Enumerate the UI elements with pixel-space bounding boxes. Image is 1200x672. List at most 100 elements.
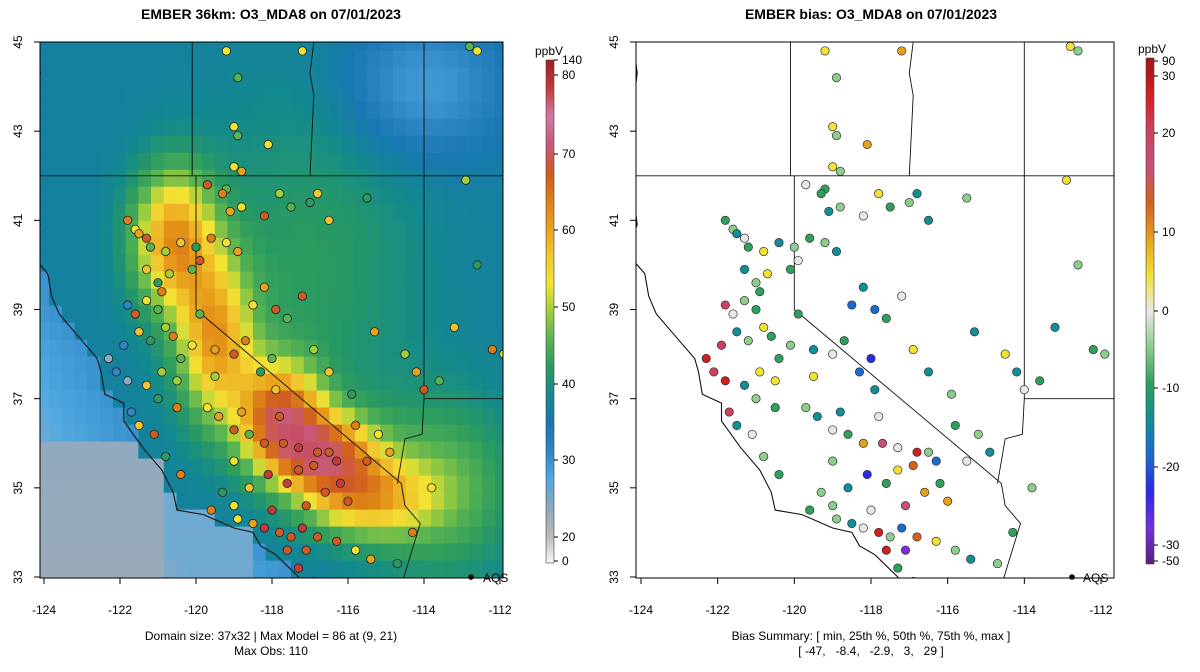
model-cell — [380, 203, 394, 221]
model-cell — [291, 475, 305, 493]
model-cell — [49, 441, 63, 459]
model-cell — [354, 492, 369, 510]
model-cell — [443, 441, 458, 459]
model-cell — [443, 373, 458, 391]
obs-site — [434, 376, 444, 386]
aqs-dot — [1069, 574, 1075, 580]
model-cell — [291, 186, 305, 204]
obs-site — [263, 139, 273, 150]
aqs-label: AQS — [1083, 571, 1108, 585]
model-cell — [214, 118, 228, 136]
model-cell — [354, 237, 369, 255]
model-cell — [291, 492, 305, 510]
model-cell — [418, 441, 432, 459]
model-cell — [189, 543, 203, 561]
model-cell — [151, 186, 165, 204]
model-cell — [202, 152, 216, 170]
model-cell — [405, 152, 419, 170]
obs-site — [282, 545, 292, 555]
model-cell — [278, 101, 292, 119]
model-cell — [443, 67, 458, 85]
model-cell — [151, 135, 165, 153]
model-cell — [40, 560, 50, 578]
model-cell — [494, 526, 503, 544]
bias-site — [843, 483, 853, 493]
model-cell — [393, 373, 407, 391]
bias-site — [870, 385, 880, 395]
bias-site — [793, 255, 803, 266]
bias-site — [743, 336, 753, 346]
obs-site — [301, 545, 311, 555]
model-cell — [138, 169, 152, 187]
model-cell — [125, 560, 139, 578]
obs-site — [161, 246, 171, 257]
obs-site — [187, 340, 197, 350]
bias-site — [766, 331, 776, 341]
obs-site — [229, 425, 239, 435]
bias-site — [835, 166, 845, 176]
model-cell — [214, 288, 228, 306]
model-cell — [278, 84, 292, 102]
model-cell — [405, 237, 419, 255]
model-cell — [329, 135, 343, 153]
bias-site — [751, 278, 761, 288]
model-cell — [431, 407, 445, 425]
obs-site — [176, 353, 186, 364]
obs-site — [293, 563, 304, 573]
model-cell — [240, 356, 254, 374]
model-cell — [291, 543, 305, 561]
model-cell — [494, 509, 503, 527]
model-cell — [405, 254, 419, 272]
model-cell — [61, 169, 76, 187]
model-cell — [265, 50, 279, 68]
obs-site — [335, 478, 345, 488]
bias-site — [923, 215, 934, 225]
model-cell — [303, 509, 318, 527]
model-cell — [418, 339, 432, 357]
model-cell — [252, 220, 267, 238]
obs-site — [465, 42, 475, 52]
obs-site — [419, 385, 429, 395]
model-cell — [227, 560, 241, 578]
model-cell — [316, 543, 330, 561]
model-cell — [176, 67, 190, 85]
model-cell — [431, 152, 445, 170]
model-cell — [469, 526, 483, 544]
bias-site — [1050, 322, 1060, 332]
model-cell — [329, 169, 343, 187]
obs-site — [274, 527, 285, 538]
model-cell — [202, 254, 216, 272]
model-cell — [354, 152, 369, 170]
model-cell — [163, 373, 178, 391]
model-cell — [87, 407, 101, 425]
model-cell — [329, 118, 343, 136]
model-cell — [469, 339, 483, 357]
model-cell — [163, 560, 178, 578]
model-cell — [176, 322, 190, 340]
bias-site — [720, 376, 730, 386]
model-cell — [74, 220, 88, 238]
obs-site — [176, 238, 186, 248]
model-cell — [240, 237, 254, 255]
model-cell — [431, 101, 445, 119]
model-cell — [163, 101, 178, 119]
model-cell — [405, 543, 419, 561]
model-cell — [469, 356, 483, 374]
bias-site — [762, 269, 773, 279]
model-cell — [214, 135, 228, 153]
model-cell — [456, 84, 470, 102]
model-cell — [125, 526, 139, 544]
obs-site — [229, 501, 239, 511]
bias-site — [935, 478, 945, 488]
model-cell — [176, 390, 190, 408]
model-cell — [354, 305, 369, 323]
model-cell — [214, 220, 228, 238]
model-cell — [380, 42, 394, 51]
model-cell — [342, 254, 356, 272]
model-cell — [112, 67, 127, 85]
model-cell — [456, 339, 470, 357]
model-cell — [342, 84, 356, 102]
model-cell — [278, 152, 292, 170]
model-cell — [74, 407, 88, 425]
model-cell — [431, 42, 445, 51]
